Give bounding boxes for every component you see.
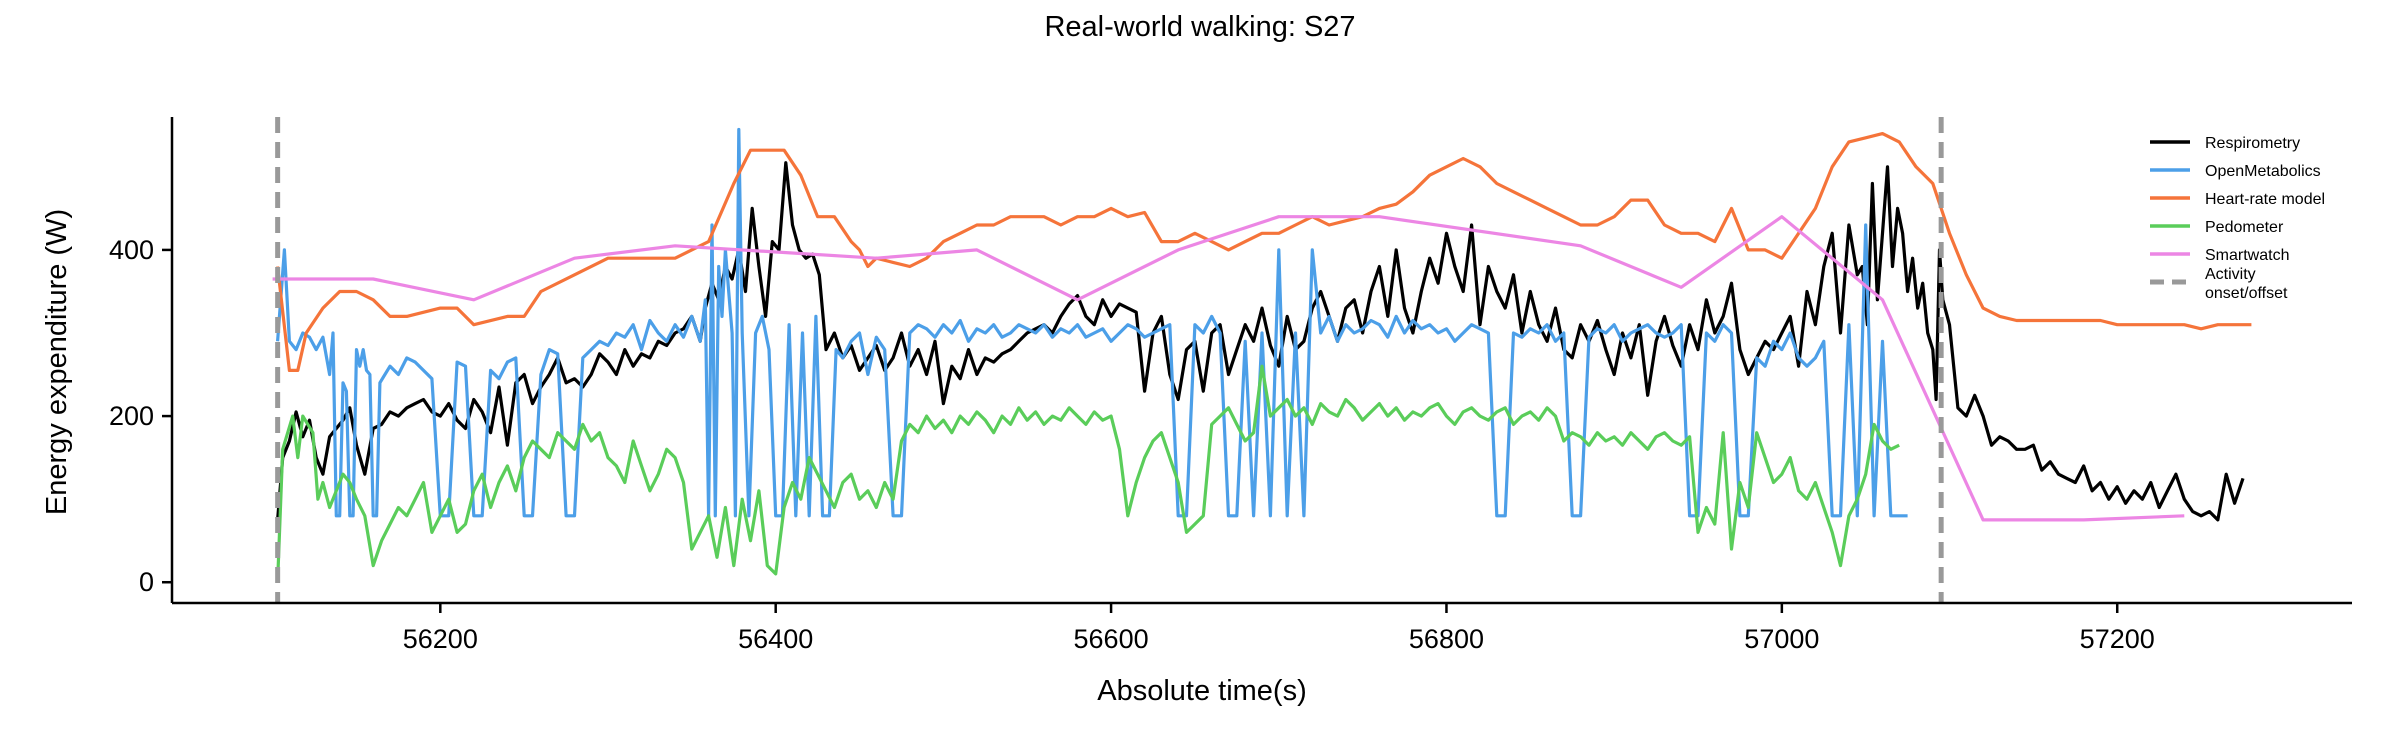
series-line-respirometry: [276, 161, 2245, 522]
legend-label-smartwatch: Smartwatch: [2205, 247, 2289, 264]
legend-label-respirometry: Respirometry: [2205, 135, 2300, 152]
y-axis-label: Energy expenditure (W): [41, 209, 73, 515]
series-line-smartwatch: [272, 215, 2185, 522]
x-tick-label: 57000: [1744, 624, 1819, 654]
legend-label-heart-rate-model: Heart-rate model: [2205, 191, 2325, 208]
legend-label-activity-onset-offset-cont: onset/offset: [2205, 285, 2288, 302]
x-tick-label: 56800: [1409, 624, 1484, 654]
x-axis-label: Absolute time(s): [1097, 675, 1307, 707]
ticks: 56200 56400 56600 56800 57000 57200 0 200 400: [109, 235, 2155, 654]
x-tick-label: 57200: [2080, 624, 2155, 654]
x-tick-label: 56200: [403, 624, 478, 654]
series-line-openmetabolics: [276, 127, 1908, 518]
x-tick-label: 56400: [738, 624, 813, 654]
y-tick-label: 200: [109, 401, 154, 431]
series-line-pedometer: [276, 364, 1900, 583]
chart-title: Real-world walking: S27: [1044, 11, 1355, 43]
legend-label-activity-onset-offset: Activity: [2205, 266, 2256, 283]
plot-area: [272, 117, 2252, 603]
y-tick-label: 400: [109, 235, 154, 265]
legend-label-pedometer: Pedometer: [2205, 219, 2284, 236]
legend: Respirometry OpenMetabolics Heart-rate mod…: [2150, 135, 2325, 302]
series-line-heart-rate-model: [276, 132, 2252, 372]
legend-label-openmetabolics: OpenMetabolics: [2205, 163, 2321, 180]
y-tick-label: 0: [139, 567, 154, 597]
x-tick-label: 56600: [1074, 624, 1149, 654]
